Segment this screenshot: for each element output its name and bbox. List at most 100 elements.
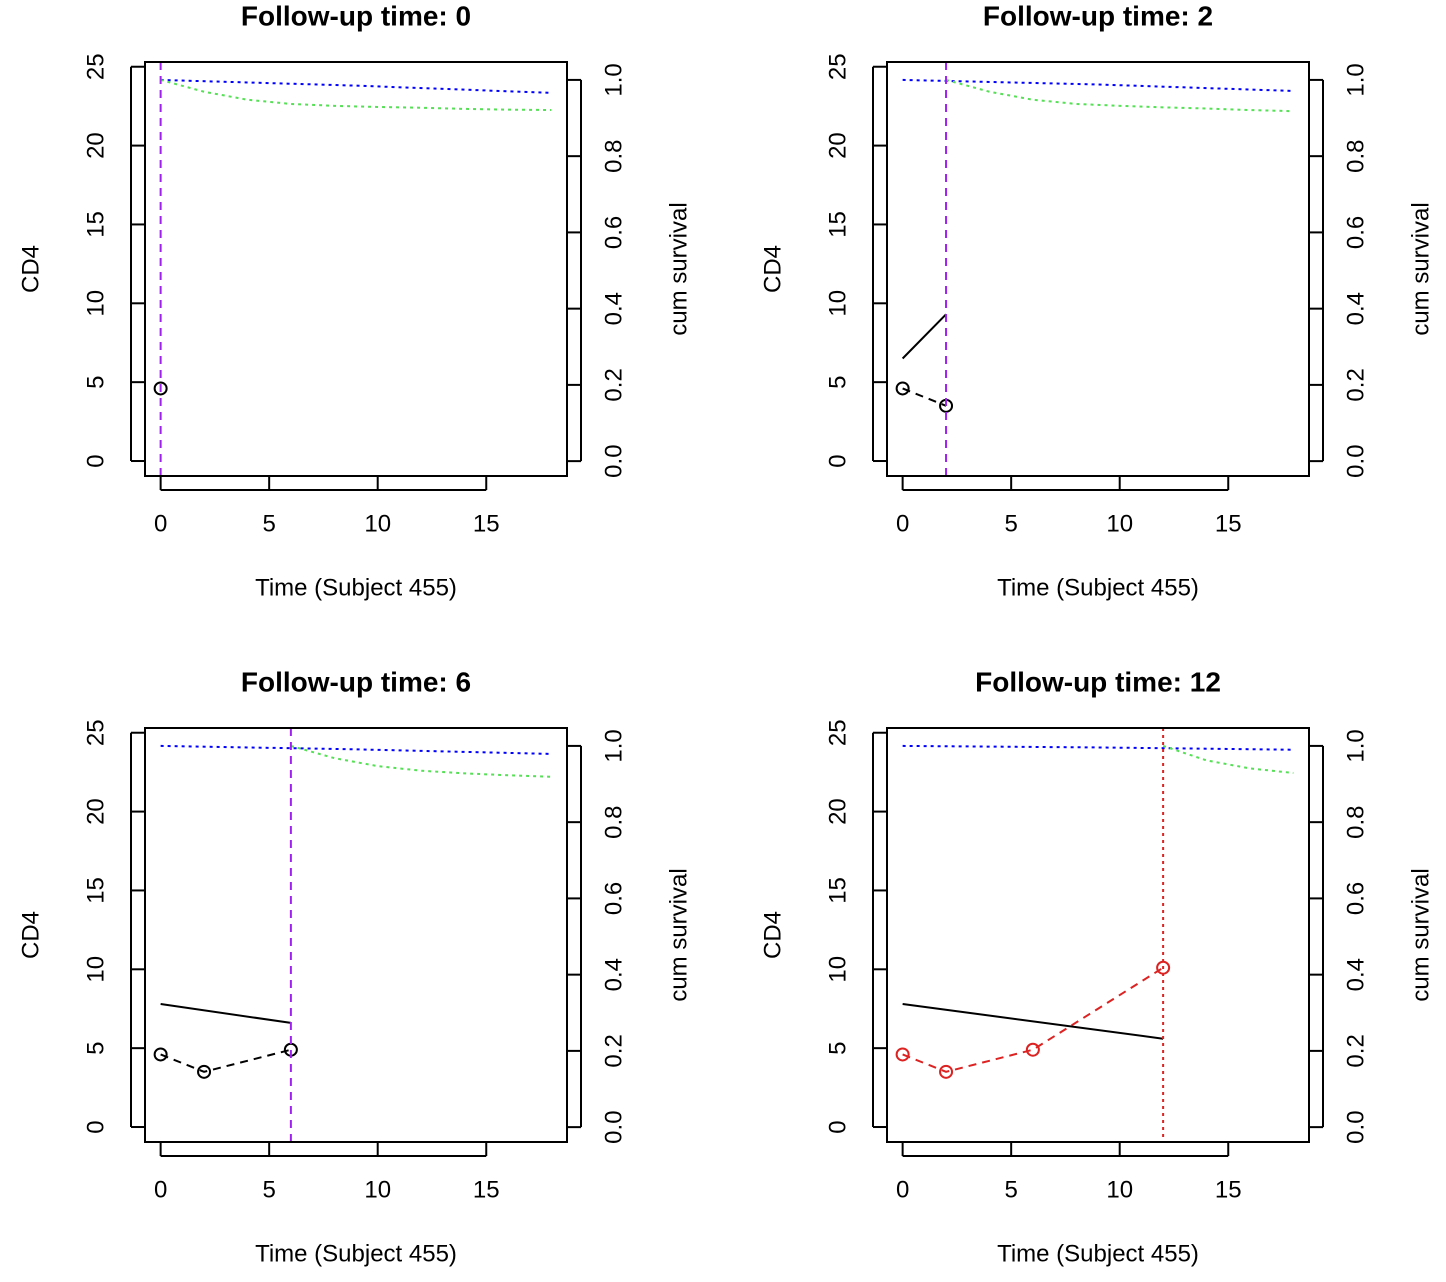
- y2-tick-label: 0.4: [1342, 292, 1369, 325]
- data-point: [895, 1047, 910, 1062]
- y2-tick-label: 1.0: [1342, 729, 1369, 762]
- x-axis-label: Time (Subject 455): [997, 574, 1199, 601]
- x-tick-label: 10: [364, 510, 391, 537]
- y-tick-label: 5: [82, 375, 109, 388]
- y-tick-label: 20: [824, 132, 851, 159]
- y2-tick-label: 0.4: [600, 292, 627, 325]
- y2-tick-label: 0.6: [1342, 882, 1369, 915]
- y-axis-label: CD4: [759, 911, 786, 959]
- y-tick-label: 15: [824, 211, 851, 238]
- panel: Follow-up time: 6 Time (Subject 455) CD4 cu…: [17, 666, 692, 1267]
- y-tick-label: 0: [82, 454, 109, 467]
- y2-tick-label: 0.8: [600, 139, 627, 172]
- series-line: [901, 313, 947, 360]
- y-tick-label: 10: [824, 956, 851, 983]
- plot-frame: [886, 61, 1310, 477]
- y2-tick-label: 0.2: [600, 368, 627, 401]
- y2-axis-label: cum survival: [665, 202, 692, 335]
- series-line: [160, 744, 552, 755]
- x-tick-label: 15: [1215, 510, 1242, 537]
- x-tick-label: 0: [896, 1176, 909, 1203]
- y2-axis-label: cum survival: [1407, 868, 1434, 1001]
- y-tick-label: 25: [82, 53, 109, 80]
- x-tick-label: 5: [1004, 1176, 1017, 1203]
- x-tick-label: 5: [262, 510, 275, 537]
- data-point: [153, 1047, 168, 1062]
- plot-frame: [144, 727, 568, 1143]
- x-tick-label: 0: [896, 510, 909, 537]
- y-tick-label: 10: [82, 290, 109, 317]
- y-tick-label: 15: [824, 877, 851, 904]
- y-tick-label: 25: [824, 719, 851, 746]
- plot-frame: [886, 727, 1310, 1143]
- y2-tick-label: 0.6: [600, 216, 627, 249]
- panel-title: Follow-up time: 6: [241, 666, 471, 697]
- x-tick-label: 10: [1106, 510, 1133, 537]
- y2-tick-label: 0.2: [1342, 368, 1369, 401]
- y-tick-label: 0: [824, 1120, 851, 1133]
- y2-tick-label: 0.8: [1342, 139, 1369, 172]
- x-axis-label: Time (Subject 455): [997, 1240, 1199, 1267]
- y2-tick-label: 0.8: [600, 805, 627, 838]
- data-point: [197, 1064, 212, 1079]
- series-line: [160, 1003, 292, 1024]
- y-tick-label: 0: [824, 454, 851, 467]
- y-tick-label: 20: [82, 798, 109, 825]
- y2-tick-label: 0.2: [1342, 1034, 1369, 1067]
- y-tick-label: 25: [82, 719, 109, 746]
- panel: Follow-up time: 0 Time (Subject 455) CD4 cu…: [17, 0, 692, 601]
- y-axis-label: CD4: [17, 245, 44, 293]
- data-point: [895, 381, 910, 396]
- series-line: [902, 1003, 1164, 1040]
- series-line: [902, 78, 1294, 92]
- series-line: [902, 966, 1164, 1073]
- x-tick-label: 10: [1106, 1176, 1133, 1203]
- y-tick-label: 20: [82, 132, 109, 159]
- y-tick-label: 5: [82, 1041, 109, 1054]
- y2-axis-label: cum survival: [665, 868, 692, 1001]
- x-tick-label: 15: [473, 1176, 500, 1203]
- x-tick-label: 15: [473, 510, 500, 537]
- y-tick-label: 5: [824, 375, 851, 388]
- x-tick-label: 0: [154, 1176, 167, 1203]
- series-line: [902, 744, 1294, 751]
- y-tick-label: 25: [824, 53, 851, 80]
- series-line: [902, 387, 947, 407]
- data-point: [939, 1064, 954, 1079]
- x-tick-label: 0: [154, 510, 167, 537]
- y2-tick-label: 0.0: [1342, 1110, 1369, 1143]
- y2-tick-label: 0.6: [600, 882, 627, 915]
- y2-tick-label: 0.4: [1342, 958, 1369, 991]
- series-line: [1162, 744, 1294, 774]
- panel: Follow-up time: 12 Time (Subject 455) CD4 c…: [759, 666, 1434, 1267]
- plot-frame: [144, 61, 568, 477]
- x-tick-label: 5: [262, 1176, 275, 1203]
- x-tick-label: 10: [364, 1176, 391, 1203]
- x-tick-label: 15: [1215, 1176, 1242, 1203]
- y-tick-label: 10: [82, 956, 109, 983]
- y-tick-label: 15: [82, 211, 109, 238]
- y2-tick-label: 0.0: [1342, 444, 1369, 477]
- x-tick-label: 5: [1004, 510, 1017, 537]
- y2-tick-label: 0.0: [600, 1110, 627, 1143]
- data-point: [1025, 1042, 1040, 1057]
- x-axis-label: Time (Subject 455): [255, 574, 457, 601]
- y2-tick-label: 1.0: [600, 63, 627, 96]
- y-tick-label: 20: [824, 798, 851, 825]
- y2-axis-label: cum survival: [1407, 202, 1434, 335]
- y-tick-label: 5: [824, 1041, 851, 1054]
- y2-tick-label: 1.0: [600, 729, 627, 762]
- x-axis-label: Time (Subject 455): [255, 1240, 457, 1267]
- y-axis-label: CD4: [17, 911, 44, 959]
- y2-tick-label: 0.4: [600, 958, 627, 991]
- y2-tick-label: 0.8: [1342, 805, 1369, 838]
- y2-tick-label: 0.6: [1342, 216, 1369, 249]
- series-line: [160, 78, 552, 94]
- panel-title: Follow-up time: 12: [975, 666, 1221, 697]
- y-tick-label: 0: [82, 1120, 109, 1133]
- series-line: [945, 78, 1294, 113]
- y2-tick-label: 0.0: [600, 444, 627, 477]
- panel-title: Follow-up time: 2: [983, 0, 1213, 31]
- panel-title: Follow-up time: 0: [241, 0, 471, 31]
- series-line: [160, 1048, 292, 1073]
